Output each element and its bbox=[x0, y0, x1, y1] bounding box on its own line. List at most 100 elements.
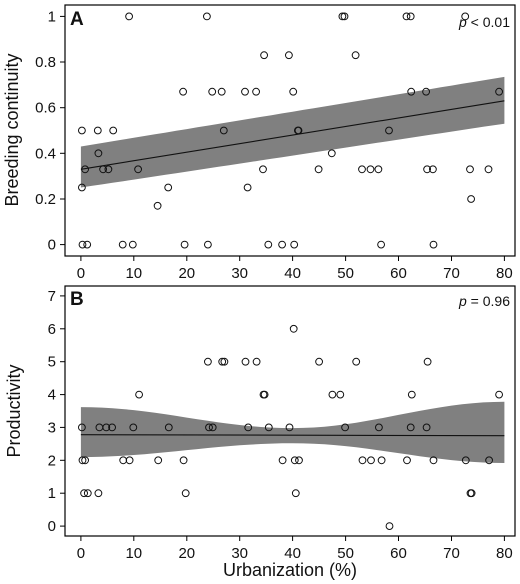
data-point bbox=[108, 423, 116, 432]
data-point bbox=[179, 87, 188, 96]
data-point bbox=[78, 423, 86, 432]
data-point bbox=[495, 390, 504, 399]
panel-a-y-ticks: 0 0.2 0.4 0.6 0.8 1 bbox=[35, 8, 65, 254]
data-point bbox=[358, 165, 366, 174]
data-point bbox=[290, 456, 299, 465]
data-point bbox=[295, 456, 303, 465]
panel-a-plot-frame bbox=[64, 4, 516, 257]
x-tick-label: 10 bbox=[125, 545, 142, 562]
data-point bbox=[204, 357, 212, 366]
data-point bbox=[78, 456, 87, 465]
y-tick-label: 3 bbox=[48, 419, 56, 436]
panel-b-p-text: = 0.96 bbox=[467, 293, 510, 309]
panel-b-band-layer bbox=[80, 401, 505, 463]
data-point bbox=[205, 423, 213, 432]
data-point bbox=[134, 165, 143, 174]
data-point bbox=[328, 390, 337, 399]
data-point bbox=[83, 489, 92, 498]
y-tick-label: 4 bbox=[48, 387, 56, 404]
data-point bbox=[484, 165, 493, 174]
data-point bbox=[135, 390, 144, 399]
data-point bbox=[285, 423, 294, 432]
data-point bbox=[153, 201, 162, 210]
data-point bbox=[252, 357, 261, 366]
data-point bbox=[314, 165, 323, 174]
panel-a-band-layer bbox=[80, 76, 505, 188]
y-tick-label: 0.2 bbox=[35, 191, 56, 208]
data-point bbox=[252, 87, 261, 96]
data-point bbox=[315, 357, 324, 366]
data-point bbox=[81, 456, 89, 465]
data-point bbox=[102, 423, 111, 432]
data-point bbox=[181, 489, 190, 498]
panel-a-confidence-band bbox=[80, 76, 505, 188]
data-point bbox=[422, 423, 431, 432]
data-point bbox=[403, 456, 411, 465]
panel-b: 0 10 20 30 40 50 60 70 80 0 1 2 3 4 5 6 7 B p = 0.96 Pr… bbox=[4, 285, 516, 580]
data-point bbox=[260, 51, 269, 60]
y-tick-label: 7 bbox=[48, 288, 56, 305]
data-point bbox=[422, 87, 431, 96]
panel-a-x-ticks: 0 10 20 30 40 50 60 70 80 bbox=[77, 256, 513, 282]
data-point bbox=[128, 240, 137, 249]
data-point bbox=[294, 126, 303, 135]
data-point bbox=[154, 456, 163, 465]
x-tick-label: 10 bbox=[125, 265, 142, 282]
panel-b-confidence-band bbox=[80, 401, 505, 463]
x-tick-label: 80 bbox=[496, 265, 513, 282]
data-point bbox=[406, 12, 415, 21]
data-point bbox=[351, 51, 360, 60]
x-tick-label: 30 bbox=[231, 545, 248, 562]
data-point bbox=[495, 87, 504, 96]
y-tick-label: 6 bbox=[48, 321, 56, 338]
data-point bbox=[291, 489, 300, 498]
data-point bbox=[406, 423, 415, 432]
panel-b-p-value: p = 0.96 bbox=[458, 293, 510, 309]
y-tick-label: 5 bbox=[48, 354, 56, 371]
panel-a-fit-line-layer bbox=[80, 100, 505, 170]
data-point bbox=[179, 456, 188, 465]
panel-b-x-ticks: 0 10 20 30 40 50 60 70 80 bbox=[77, 536, 513, 562]
data-point bbox=[78, 126, 86, 135]
data-point bbox=[219, 126, 228, 135]
data-point bbox=[164, 423, 173, 432]
data-point bbox=[423, 165, 432, 174]
y-tick-label: 0 bbox=[48, 518, 56, 535]
x-tick-label: 60 bbox=[390, 265, 407, 282]
x-tick-label: 0 bbox=[77, 265, 85, 282]
y-tick-label: 1 bbox=[48, 8, 56, 25]
panel-a-p-text: < 0.01 bbox=[467, 14, 510, 30]
x-tick-label: 40 bbox=[284, 545, 301, 562]
data-point bbox=[290, 240, 299, 249]
data-point bbox=[278, 240, 287, 249]
data-point bbox=[374, 165, 383, 174]
data-point bbox=[104, 165, 113, 174]
x-tick-label: 50 bbox=[337, 545, 354, 562]
data-point bbox=[336, 390, 345, 399]
panel-a: 0 10 20 30 40 50 60 70 80 0 0.2 0.4 0.6 0.8 1 A p < 0… bbox=[2, 4, 516, 282]
data-point bbox=[461, 12, 470, 21]
data-point bbox=[93, 126, 102, 135]
panel-b-fit-line-layer bbox=[80, 434, 505, 437]
x-tick-label: 70 bbox=[443, 545, 460, 562]
data-point bbox=[264, 423, 273, 432]
panel-a-letter: A bbox=[70, 9, 84, 30]
panel-a-points-layer bbox=[78, 12, 504, 249]
y-tick-label: 0.6 bbox=[35, 100, 56, 117]
data-point bbox=[203, 12, 211, 21]
x-tick-label: 0 bbox=[77, 545, 85, 562]
data-point bbox=[423, 357, 432, 366]
data-point bbox=[289, 324, 298, 333]
data-point bbox=[78, 240, 87, 249]
data-point bbox=[367, 456, 375, 465]
x-tick-label: 50 bbox=[337, 265, 354, 282]
data-point bbox=[340, 12, 349, 21]
data-point bbox=[244, 423, 253, 432]
panel-a-fit-line bbox=[80, 100, 505, 170]
data-point bbox=[407, 87, 416, 96]
panel-b-plot-frame bbox=[64, 285, 516, 537]
panel-a-p-value: p < 0.01 bbox=[458, 14, 510, 30]
y-tick-label: 0.4 bbox=[35, 145, 56, 162]
data-point bbox=[467, 489, 476, 498]
